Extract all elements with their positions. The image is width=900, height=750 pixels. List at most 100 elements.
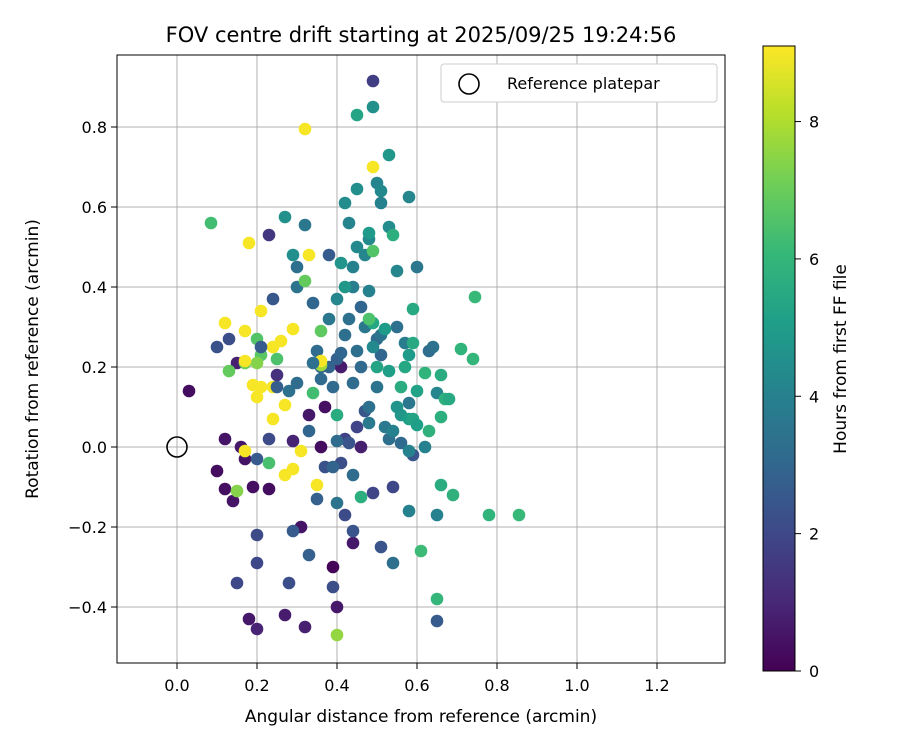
data-point <box>218 432 232 446</box>
data-point <box>366 340 380 354</box>
data-point <box>338 280 352 294</box>
data-point <box>354 360 368 374</box>
data-point <box>222 332 236 346</box>
data-point <box>350 344 364 358</box>
data-point <box>386 424 400 438</box>
data-point <box>262 228 276 242</box>
y-tick-label: 0.6 <box>82 198 107 217</box>
plot-frame <box>116 54 726 664</box>
data-point <box>468 290 482 304</box>
data-point <box>346 376 360 390</box>
data-point <box>254 304 268 318</box>
data-point <box>512 508 526 522</box>
data-point <box>334 346 348 360</box>
data-point <box>430 592 444 606</box>
data-point <box>274 334 288 348</box>
data-point <box>466 352 480 366</box>
x-axis-label: Angular distance from reference (arcmin) <box>245 707 597 727</box>
data-point <box>286 434 300 448</box>
data-point <box>374 196 388 210</box>
data-point <box>218 482 232 496</box>
colorbar-tick-label: 0 <box>809 662 819 681</box>
data-point <box>362 284 376 298</box>
colorbar-tick-label: 8 <box>809 113 819 132</box>
data-point <box>386 480 400 494</box>
data-point <box>390 320 404 334</box>
y-tick-label: 0.0 <box>82 438 107 457</box>
data-point <box>250 556 264 570</box>
x-tick-label: 1.0 <box>564 676 589 695</box>
data-point <box>326 580 340 594</box>
colorbar-gradient <box>762 45 796 672</box>
data-point <box>262 482 276 496</box>
data-point <box>298 218 312 232</box>
data-point <box>406 302 420 316</box>
data-point <box>362 416 376 430</box>
data-point <box>302 424 316 438</box>
data-point <box>482 508 496 522</box>
data-point <box>386 228 400 242</box>
data-point <box>370 380 384 394</box>
data-point <box>298 274 312 288</box>
data-point <box>230 576 244 590</box>
data-point <box>330 434 344 448</box>
data-point <box>310 478 324 492</box>
data-point <box>322 248 336 262</box>
colorbar-label: Hours from first FF file <box>831 264 851 454</box>
data-point <box>242 236 256 250</box>
data-point <box>394 380 408 394</box>
data-point <box>182 384 196 398</box>
data-point <box>314 440 328 454</box>
data-point <box>330 496 344 510</box>
data-point <box>346 524 360 538</box>
data-point <box>354 490 368 504</box>
data-point <box>374 540 388 554</box>
reference-point-marker <box>166 436 188 458</box>
colorbar-ticks: 0 2 4 6 8 <box>795 113 819 681</box>
colorbar-tick-label: 2 <box>809 525 819 544</box>
data-point <box>298 122 312 136</box>
data-point <box>434 410 448 424</box>
x-tick-label: 0.8 <box>484 676 509 695</box>
data-point <box>254 340 268 354</box>
data-point <box>290 376 304 390</box>
data-point <box>302 408 316 422</box>
legend: Reference platepar <box>440 63 718 103</box>
data-point <box>366 486 380 500</box>
x-axis-ticks: 0.0 0.2 0.4 0.6 0.8 1.0 1.2 <box>164 663 670 695</box>
data-point <box>410 384 424 398</box>
data-point <box>442 392 456 406</box>
data-point <box>398 360 412 374</box>
data-point <box>346 468 360 482</box>
data-point <box>246 480 260 494</box>
data-point <box>302 548 316 562</box>
data-point <box>278 608 292 622</box>
y-tick-label: −0.2 <box>68 518 107 537</box>
data-point <box>286 248 300 262</box>
data-point <box>262 456 276 470</box>
data-point <box>238 354 252 368</box>
data-point <box>266 292 280 306</box>
data-point <box>350 108 364 122</box>
data-point <box>386 556 400 570</box>
data-point <box>250 622 264 636</box>
data-point <box>374 184 388 198</box>
data-point <box>238 444 252 458</box>
data-point <box>314 372 328 386</box>
data-point <box>342 216 356 230</box>
data-point <box>410 418 424 432</box>
data-point <box>350 240 364 254</box>
colorbar-tick-label: 4 <box>809 387 819 406</box>
data-point <box>390 400 404 414</box>
data-point <box>262 432 276 446</box>
data-point <box>430 508 444 522</box>
data-point <box>218 316 232 330</box>
data-point <box>342 312 356 326</box>
data-point <box>306 356 320 370</box>
data-point <box>382 148 396 162</box>
data-point <box>282 384 296 398</box>
y-axis-label: Rotation from reference (arcmin) <box>23 219 43 499</box>
data-point <box>366 160 380 174</box>
data-point <box>294 444 308 458</box>
